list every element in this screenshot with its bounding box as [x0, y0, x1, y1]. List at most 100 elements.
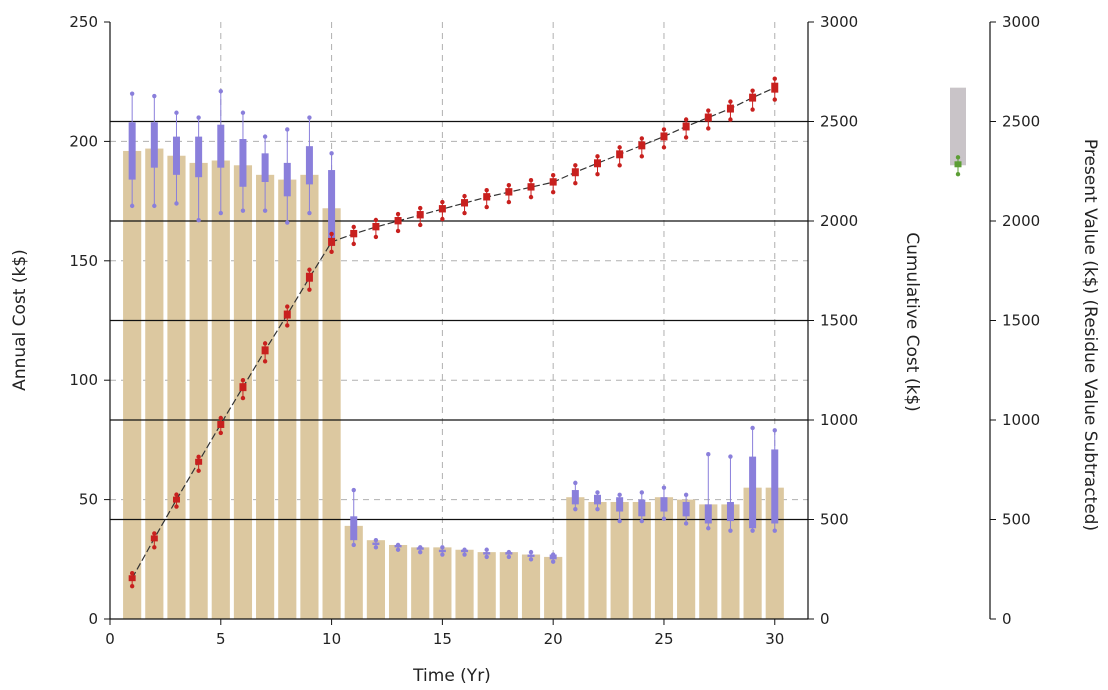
cumulative-box-max-point — [129, 571, 135, 576]
cumulative-box-body — [305, 272, 313, 282]
annual-box-min-point — [440, 552, 445, 557]
cumulative-box-body — [571, 168, 579, 177]
annual-cost-bar — [477, 552, 496, 619]
cumulative-box-body — [461, 199, 469, 207]
cumulative-box-max-point — [661, 127, 667, 132]
cumulative-box-body — [172, 496, 180, 503]
annual-box-max-point — [528, 549, 534, 555]
annual-box-min-point — [750, 528, 755, 533]
y-far-right-tick-label: 500 — [1002, 511, 1031, 529]
cumulative-box-max-point — [152, 531, 157, 536]
cumulative-box-max-point — [462, 193, 467, 199]
cumulative-box-min-point — [395, 228, 401, 234]
annual-box-body — [660, 497, 668, 512]
y-far-right-tick-label: 1000 — [1002, 411, 1040, 429]
cumulative-box-min-point — [728, 117, 733, 122]
annual-box-min-point — [772, 528, 777, 533]
cumulative-box-max-point — [240, 378, 246, 383]
annual-cost-bars — [110, 120, 808, 619]
annual-cost-bar — [699, 504, 718, 619]
cumulative-box-body — [682, 122, 690, 131]
cumulative-box-max-point — [728, 99, 733, 104]
cumulative-box-min-point — [262, 359, 268, 364]
cumulative-box-body — [239, 383, 247, 392]
y-right-tick-label: 2500 — [820, 113, 858, 131]
annual-box-min-point — [617, 518, 622, 524]
annual-box-max-point — [174, 110, 179, 115]
cumulative-box-max-point — [262, 341, 268, 346]
cumulative-box-min-point — [462, 210, 467, 216]
cumulative-box-min-point — [573, 180, 578, 186]
cumulative-box-body — [593, 159, 601, 168]
cumulative-box-min-point — [528, 194, 534, 200]
cumulative-box-max-point — [351, 224, 356, 230]
cumulative-box-max-point — [484, 187, 489, 193]
y-right-tick-label: 1500 — [820, 312, 858, 330]
cumulative-box-min-point — [750, 107, 755, 112]
annual-box-max-point — [218, 89, 223, 94]
annual-cost-bar — [322, 208, 341, 619]
cumulative-box-max-point — [506, 182, 512, 188]
annual-box-min-point — [418, 549, 423, 555]
cumulative-box-min-point — [152, 545, 157, 550]
annual-box-max-point — [440, 545, 445, 550]
cumulative-box-body — [328, 237, 336, 246]
cumulative-box-min-point — [683, 135, 689, 140]
y-right-axis-title: Cumulative Cost (k$) — [902, 232, 922, 412]
cumulative-box-body — [616, 150, 624, 159]
annual-box-min-point — [395, 547, 401, 552]
annual-cost-bar — [123, 150, 142, 619]
annual-cost-bar — [677, 499, 696, 619]
annual-box-max-point — [285, 127, 290, 132]
annual-cost-bar — [566, 497, 585, 619]
cumulative-box-body — [261, 346, 269, 355]
cumulative-box-body — [483, 193, 491, 201]
cumulative-cost-line — [131, 87, 776, 579]
annual-box-max-point — [661, 485, 667, 490]
present-value-bar — [950, 87, 966, 166]
annual-cost-bar — [189, 162, 208, 619]
annual-box-body — [771, 449, 779, 524]
annual-box-body — [283, 162, 291, 197]
annual-box-body — [128, 122, 136, 180]
cumulative-box-max-point — [440, 199, 445, 205]
cumulative-box-body — [549, 178, 557, 186]
x-tick-label: 10 — [322, 630, 341, 648]
annual-box-max-point — [772, 428, 777, 433]
annual-box-body — [305, 146, 313, 185]
annual-box-min-point — [595, 506, 600, 512]
cumulative-box-min-point — [550, 189, 556, 195]
cumulative-box-min-point — [639, 154, 645, 159]
cumulative-box-min-point — [351, 241, 356, 247]
cumulative-box-min-point — [285, 323, 290, 328]
axes: 0 5 10 15 20 25 300501001502002500500100015002… — [69, 13, 1040, 648]
annual-box-min-point — [573, 506, 578, 512]
annual-box-min-point — [639, 518, 645, 524]
annual-box-body — [616, 497, 624, 512]
annual-box-min-point — [307, 210, 312, 216]
annual-box-min-point — [550, 559, 556, 564]
annual-box-max-point — [262, 134, 268, 139]
annual-box-body — [726, 501, 734, 522]
cumulative-box-body — [438, 205, 446, 213]
cumulative-box-min-point — [129, 583, 135, 589]
annual-box-max-point — [307, 115, 312, 120]
annual-box-max-point — [418, 545, 423, 550]
cumulative-box-max-point — [750, 88, 755, 93]
annual-box-min-point — [218, 210, 223, 216]
annual-cost-bar — [300, 174, 319, 619]
annual-cost-bar — [211, 160, 230, 619]
annual-box-body — [372, 542, 380, 545]
annual-cost-boxplots — [128, 89, 779, 564]
annual-box-min-point — [506, 554, 512, 560]
x-tick-label: 25 — [654, 630, 673, 648]
cumulative-box-max-point — [573, 163, 578, 168]
annual-cost-bar — [632, 501, 651, 619]
cumulative-box-body — [350, 229, 358, 238]
cumulative-box-max-point — [395, 211, 401, 217]
cumulative-box-min-point — [218, 430, 223, 436]
y-far-right-tick-label: 3000 — [1002, 13, 1040, 31]
annual-box-max-point — [373, 537, 379, 543]
y-far-right-tick-label: 2000 — [1002, 212, 1040, 230]
y-right-tick-label: 500 — [820, 511, 849, 529]
